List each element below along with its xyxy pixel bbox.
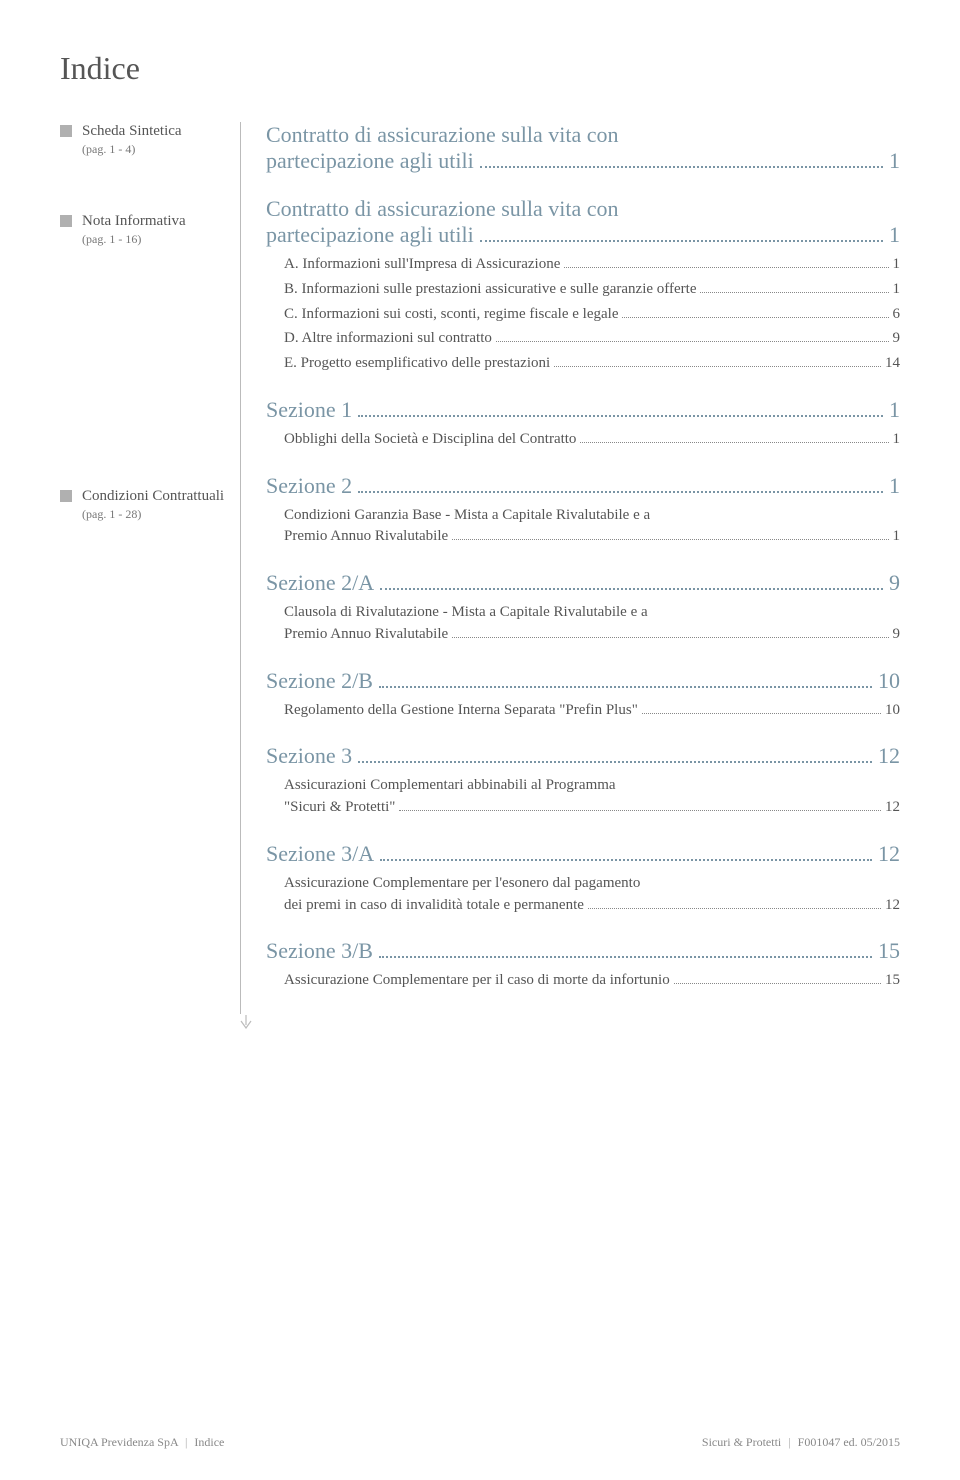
intro-heading: partecipazione agli utili 1 <box>266 222 900 248</box>
toc-entry: C. Informazioni sui costi, sconti, regim… <box>266 304 900 326</box>
sidebar-pages: (pag. 1 - 4) <box>82 142 182 157</box>
footer-section: Indice <box>194 1435 224 1449</box>
section-heading: Sezione 312 <box>266 743 900 769</box>
sidebar-item-nota: Nota Informativa (pag. 1 - 16) <box>60 212 225 247</box>
page-title: Indice <box>60 50 900 87</box>
sidebar-label: Condizioni Contrattuali <box>82 487 224 507</box>
page-footer: UNIQA Previdenza SpA | Indice Sicuri & P… <box>60 1435 900 1450</box>
section-heading: Sezione 2/A9 <box>266 570 900 596</box>
toc-entry: Assicurazione Complementare per il caso … <box>266 970 900 992</box>
arrow-down-icon <box>240 1015 252 1029</box>
toc-entry: D. Altre informazioni sul contratto9 <box>266 328 900 350</box>
toc-entry: Obblighi della Società e Disciplina del … <box>266 429 900 451</box>
section-heading: Sezione 3/A12 <box>266 841 900 867</box>
intro-heading: Contratto di assicurazione sulla vita co… <box>266 196 900 222</box>
toc-entry: E. Progetto esemplificativo delle presta… <box>266 353 900 375</box>
toc-entry: Condizioni Garanzia Base - Mista a Capit… <box>266 505 900 549</box>
toc-content: Contratto di assicurazione sulla vita co… <box>241 122 900 1014</box>
toc-entry: Assicurazione Complementare per l'esoner… <box>266 873 900 917</box>
toc-entry: Assicurazioni Complementari abbinabili a… <box>266 775 900 819</box>
sidebar-label: Nota Informativa <box>82 212 186 232</box>
sidebar-item-scheda: Scheda Sintetica (pag. 1 - 4) <box>60 122 225 157</box>
footer-company: UNIQA Previdenza SpA <box>60 1435 178 1449</box>
intro-heading: partecipazione agli utili 1 <box>266 148 900 174</box>
square-bullet-icon <box>60 490 72 502</box>
section-heading: Sezione 3/B15 <box>266 938 900 964</box>
section-heading: Sezione 2/B10 <box>266 668 900 694</box>
intro-heading: Contratto di assicurazione sulla vita co… <box>266 122 900 148</box>
toc-entry: A. Informazioni sull'Impresa di Assicura… <box>266 254 900 276</box>
square-bullet-icon <box>60 215 72 227</box>
square-bullet-icon <box>60 125 72 137</box>
section-heading: Sezione 11 <box>266 397 900 423</box>
footer-product: Sicuri & Protetti <box>702 1435 781 1449</box>
toc-entry: Clausola di Rivalutazione - Mista a Capi… <box>266 602 900 646</box>
vertical-divider <box>240 122 241 1014</box>
toc-entry: Regolamento della Gestione Interna Separ… <box>266 700 900 722</box>
footer-edition: F001047 ed. 05/2015 <box>798 1435 900 1449</box>
toc-entry: B. Informazioni sulle prestazioni assicu… <box>266 279 900 301</box>
sidebar-label: Scheda Sintetica <box>82 122 182 142</box>
section-heading: Sezione 21 <box>266 473 900 499</box>
sidebar-pages: (pag. 1 - 28) <box>82 507 224 522</box>
sidebar: Scheda Sintetica (pag. 1 - 4) Nota Infor… <box>60 122 240 1014</box>
sidebar-item-condizioni: Condizioni Contrattuali (pag. 1 - 28) <box>60 487 225 522</box>
sidebar-pages: (pag. 1 - 16) <box>82 232 186 247</box>
